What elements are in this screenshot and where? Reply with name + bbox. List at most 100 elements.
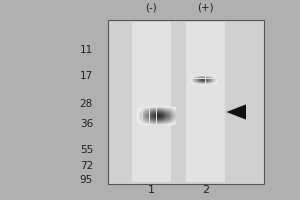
Bar [168,113,169,114]
Bar [152,114,153,115]
Bar [153,112,154,113]
Bar [164,117,165,118]
Bar [200,83,201,84]
Bar [151,112,152,113]
Bar [208,80,209,81]
Bar [164,122,165,123]
Bar [168,124,169,125]
Bar [208,83,209,84]
Bar [157,122,158,123]
Bar [172,115,173,116]
Bar [149,115,150,116]
Bar [139,115,140,116]
Bar [155,123,156,124]
Bar [167,113,168,114]
Bar [168,117,169,118]
Bar [152,116,153,117]
Bar [165,123,166,124]
Bar [138,112,139,113]
Bar [143,109,144,110]
Bar [142,107,143,108]
Bar [161,110,162,111]
Bar [152,115,153,116]
Bar [158,119,159,120]
Bar [141,108,142,109]
Bar [145,118,146,119]
Bar [172,119,173,120]
Bar [159,116,160,117]
Bar [152,119,153,120]
Bar [209,80,210,81]
Bar [143,120,144,121]
Bar [207,83,208,84]
Bar [201,82,202,83]
Bar [149,123,150,124]
Bar [154,112,155,113]
Bar [166,123,167,124]
Bar [162,108,163,109]
Bar [170,108,171,109]
Bar [154,110,155,111]
Bar [149,122,150,123]
Bar [152,124,153,125]
Bar [138,121,139,122]
Bar [166,111,167,112]
Bar [173,114,174,115]
Bar [201,76,202,77]
Bar [175,121,176,122]
Bar [149,114,150,115]
Bar [141,114,142,115]
Bar [141,111,142,112]
Bar [174,115,175,116]
Bar [164,118,165,119]
Bar [191,79,192,80]
Bar [146,109,147,110]
Bar [146,119,147,120]
Bar [144,117,145,118]
Bar [147,124,148,125]
Bar [204,80,205,81]
Bar [143,111,144,112]
Bar [198,77,199,78]
Bar [141,118,142,119]
Bar [166,110,167,111]
Bar [169,118,170,119]
Bar [162,109,163,110]
Bar [161,114,162,115]
Bar [153,109,154,110]
Bar [139,118,140,119]
Bar [166,107,167,108]
Bar [167,107,168,108]
Bar [170,120,171,121]
Bar [142,112,143,113]
Bar [194,79,195,80]
Bar [170,113,171,114]
Bar [168,110,169,111]
Bar [155,114,156,115]
Bar [152,110,153,111]
Bar [143,121,144,122]
Bar [171,121,172,122]
Bar [145,119,146,120]
Bar [145,121,146,122]
Bar [147,110,148,111]
Bar [197,81,198,82]
Bar [151,124,152,125]
Bar [144,123,145,124]
Bar [156,117,157,118]
Bar [147,109,148,110]
Bar [158,108,159,109]
Text: 28: 28 [80,99,93,109]
Bar [145,123,146,124]
Bar [175,118,176,119]
Bar [160,109,161,110]
Bar [151,109,152,110]
Bar [162,119,163,120]
Bar [146,123,147,124]
Bar [168,116,169,117]
Bar [152,121,153,122]
Bar [167,116,168,117]
Bar [168,115,169,116]
Bar [153,118,154,119]
Bar [175,116,176,117]
